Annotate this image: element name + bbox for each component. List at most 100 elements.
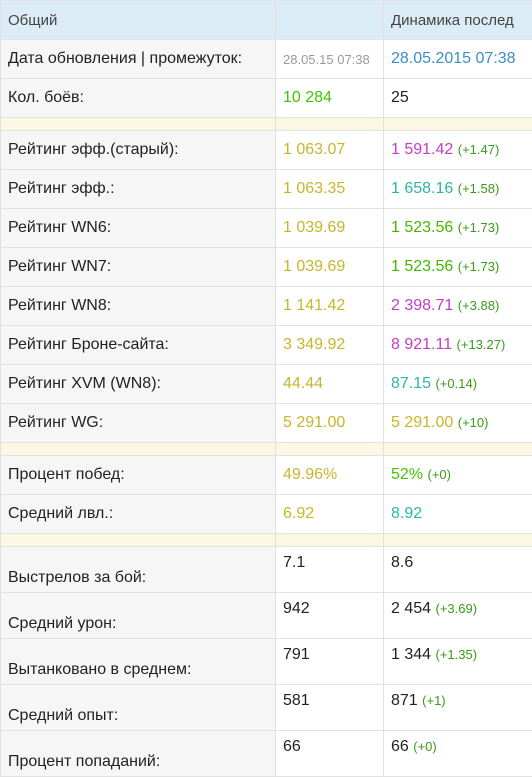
stat-value: 581 xyxy=(276,685,384,731)
current-value: 25 xyxy=(391,89,409,106)
stat-value: 28.05.15 07:38 xyxy=(276,40,384,79)
stat-current: 8 921.11 (+13.27) xyxy=(384,326,532,365)
separator-cell xyxy=(384,534,532,547)
header-row: Общий Динамика послед xyxy=(1,1,532,40)
stat-value: 1 039.69 xyxy=(276,248,384,287)
separator-cell xyxy=(276,118,384,131)
current-value: 1 523.56 xyxy=(391,258,453,275)
delta-value: (+10) xyxy=(458,415,489,430)
stat-current: 52% (+0) xyxy=(384,456,532,495)
current-value: 1 523.56 xyxy=(391,219,453,236)
current-value: 87.15 xyxy=(391,375,431,392)
separator-row xyxy=(1,118,532,131)
current-value: 1 344 xyxy=(391,646,431,663)
stat-label: Выстрелов за бой: xyxy=(1,547,276,593)
separator-cell xyxy=(1,118,276,131)
stat-current: 87.15 (+0.14) xyxy=(384,365,532,404)
stat-row: Выстрелов за бой:7.1 8.6 xyxy=(1,547,532,593)
stat-label: Рейтинг Броне-сайта: xyxy=(1,326,276,365)
header-cell xyxy=(276,1,384,40)
stat-value: 7.1 xyxy=(276,547,384,593)
delta-value: (+0) xyxy=(427,467,450,482)
stat-current: 66 (+0) xyxy=(384,731,532,777)
stat-value: 44.44 xyxy=(276,365,384,404)
stat-current: 28.05.2015 07:38 xyxy=(384,40,532,79)
header-cell: Динамика послед xyxy=(384,1,532,40)
separator-row xyxy=(1,443,532,456)
stat-value: 1 039.69 xyxy=(276,209,384,248)
stat-value: 1 063.35 xyxy=(276,170,384,209)
stat-current: 1 344 (+1.35) xyxy=(384,639,532,685)
stat-value: 942 xyxy=(276,593,384,639)
stat-label: Рейтинг эфф.: xyxy=(1,170,276,209)
delta-value: (+0) xyxy=(413,739,436,754)
stat-value: 6.92 xyxy=(276,495,384,534)
current-value: 28.05.2015 07:38 xyxy=(391,50,516,67)
stat-value: 1 141.42 xyxy=(276,287,384,326)
stat-label: Кол. боёв: xyxy=(1,79,276,118)
stat-current: 871 (+1) xyxy=(384,685,532,731)
stat-value: 791 xyxy=(276,639,384,685)
stat-label: Процент попаданий: xyxy=(1,731,276,777)
stat-row: Рейтинг WN8:1 141.42 2 398.71 (+3.88) xyxy=(1,287,532,326)
stat-label: Рейтинг WN8: xyxy=(1,287,276,326)
separator-cell xyxy=(276,534,384,547)
stat-label: Дата обновления | промежуток: xyxy=(1,40,276,79)
stat-value: 3 349.92 xyxy=(276,326,384,365)
stat-row: Средний лвл.:6.92 8.92 xyxy=(1,495,532,534)
stat-label: Средний лвл.: xyxy=(1,495,276,534)
current-value: 52% xyxy=(391,466,423,483)
stat-current: 1 591.42 (+1.47) xyxy=(384,131,532,170)
delta-value: (+3.88) xyxy=(458,298,500,313)
stat-current: 1 523.56 (+1.73) xyxy=(384,248,532,287)
stat-label: Рейтинг XVM (WN8): xyxy=(1,365,276,404)
separator-cell xyxy=(276,443,384,456)
delta-value: (+1) xyxy=(422,693,445,708)
delta-value: (+0.14) xyxy=(436,376,478,391)
stat-label: Процент побед: xyxy=(1,456,276,495)
separator-cell xyxy=(1,534,276,547)
current-value: 2 454 xyxy=(391,600,431,617)
current-value: 8 921.11 xyxy=(391,336,452,353)
stat-row: Дата обновления | промежуток:28.05.15 07… xyxy=(1,40,532,79)
stat-current: 2 454 (+3.69) xyxy=(384,593,532,639)
stat-label: Средний опыт: xyxy=(1,685,276,731)
current-value: 1 658.16 xyxy=(391,180,453,197)
separator-row xyxy=(1,534,532,547)
delta-value: (+1.47) xyxy=(458,142,500,157)
stat-label: Рейтинг WG: xyxy=(1,404,276,443)
stat-label: Рейтинг WN6: xyxy=(1,209,276,248)
stat-current: 1 658.16 (+1.58) xyxy=(384,170,532,209)
stat-current: 1 523.56 (+1.73) xyxy=(384,209,532,248)
current-value: 8.92 xyxy=(391,505,422,522)
separator-cell xyxy=(384,118,532,131)
current-value: 1 591.42 xyxy=(391,141,453,158)
stat-value: 49.96% xyxy=(276,456,384,495)
stat-value: 5 291.00 xyxy=(276,404,384,443)
delta-value: (+1.58) xyxy=(458,181,500,196)
header-cell: Общий xyxy=(1,1,276,40)
stat-label: Рейтинг эфф.(старый): xyxy=(1,131,276,170)
current-value: 2 398.71 xyxy=(391,297,453,314)
delta-value: (+1.73) xyxy=(458,220,500,235)
stat-label: Вытанковано в среднем: xyxy=(1,639,276,685)
stat-current: 8.6 xyxy=(384,547,532,593)
current-value: 66 xyxy=(391,738,409,755)
stat-row: Процент побед:49.96%52% (+0) xyxy=(1,456,532,495)
separator-cell xyxy=(1,443,276,456)
stat-label: Рейтинг WN7: xyxy=(1,248,276,287)
stat-current: 5 291.00 (+10) xyxy=(384,404,532,443)
stat-value: 1 063.07 xyxy=(276,131,384,170)
current-value: 8.6 xyxy=(391,554,413,571)
delta-value: (+3.69) xyxy=(436,601,478,616)
